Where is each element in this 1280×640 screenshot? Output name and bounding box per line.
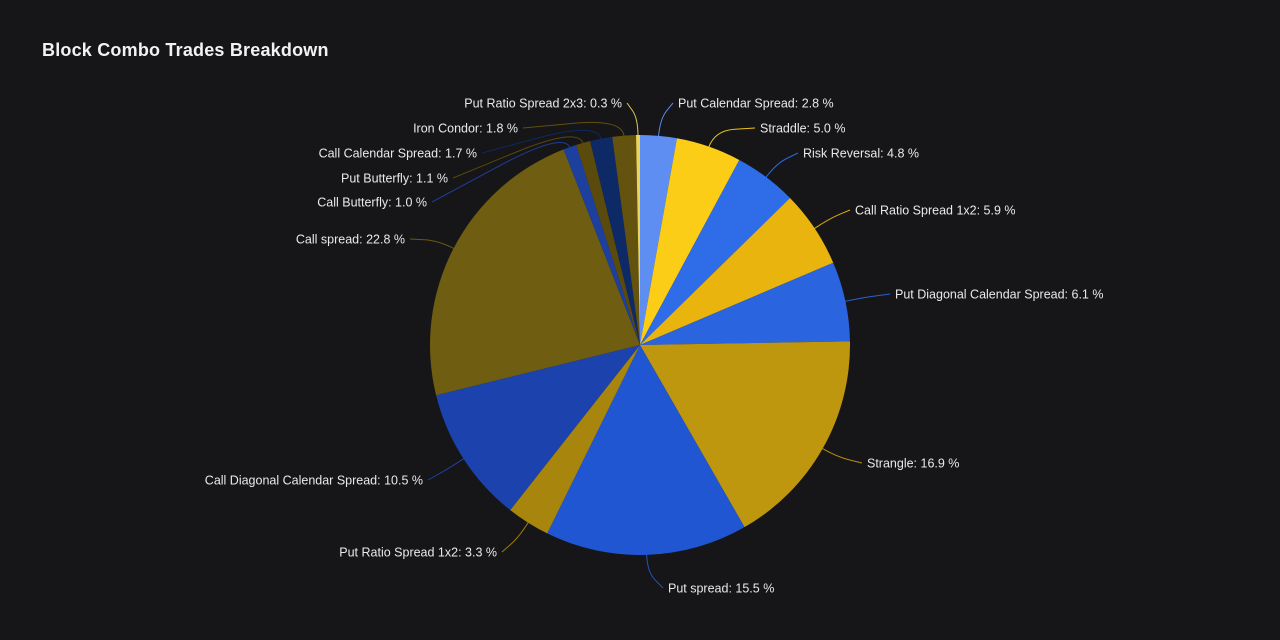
pie-slice-call-ratio-spread-1x2[interactable] — [640, 198, 834, 345]
pie-label-put-diagonal-calendar-spread: Put Diagonal Calendar Spread: 6.1 % — [895, 288, 1103, 302]
pie-leader-put-butterfly — [452, 136, 584, 179]
pie-slice-put-butterfly[interactable] — [576, 141, 640, 345]
pie-leader-call-diagonal-calendar-spread — [427, 457, 465, 481]
pie-leader-strangle — [821, 447, 863, 464]
pie-label-put-butterfly: Put Butterfly: 1.1 % — [341, 172, 448, 186]
pie-leader-straddle — [708, 127, 756, 148]
pie-slices — [430, 135, 851, 555]
pie-slice-put-ratio-spread-1x2[interactable] — [510, 345, 640, 534]
pie-leader-iron-condor — [522, 121, 625, 137]
pie-labels: Put Calendar Spread: 2.8 % Straddle: 5.0 … — [205, 97, 1104, 596]
pie-label-call-butterfly: Call Butterfly: 1.0 % — [317, 196, 427, 210]
pie-slice-risk-reversal[interactable] — [640, 159, 791, 345]
pie-label-straddle: Straddle: 5.0 % — [760, 122, 845, 136]
pie-label-strangle: Strangle: 16.9 % — [867, 457, 959, 471]
pie-slice-call-butterfly[interactable] — [563, 144, 640, 345]
pie-leader-lines — [409, 102, 891, 589]
pie-label-call-diagonal-calendar-spread: Call Diagonal Calendar Spread: 10.5 % — [205, 474, 423, 488]
pie-slice-iron-condor[interactable] — [612, 135, 640, 345]
pie-label-put-spread: Put spread: 15.5 % — [668, 582, 774, 596]
pie-slice-put-spread[interactable] — [547, 345, 745, 555]
pie-slice-call-spread[interactable] — [430, 149, 640, 396]
pie-label-iron-condor: Iron Condor: 1.8 % — [413, 122, 518, 136]
pie-slice-put-diagonal-calendar-spread[interactable] — [640, 262, 850, 345]
pie-leader-call-spread — [409, 238, 455, 250]
pie-slice-strangle[interactable] — [640, 341, 851, 528]
pie-leader-risk-reversal — [765, 152, 799, 179]
pie-leader-put-ratio-spread-2x3 — [626, 102, 639, 137]
pie-slice-call-diagonal-calendar-spread[interactable] — [436, 345, 640, 511]
pie-slice-put-calendar-spread[interactable] — [640, 135, 677, 345]
pie-label-call-calendar-spread: Call Calendar Spread: 1.7 % — [319, 147, 477, 161]
pie-leader-call-ratio-spread-1x2 — [813, 209, 851, 230]
pie-label-risk-reversal: Risk Reversal: 4.8 % — [803, 147, 919, 161]
pie-leader-put-diagonal-calendar-spread — [844, 293, 891, 302]
pie-leader-put-ratio-spread-1x2 — [501, 521, 530, 553]
pie-label-call-ratio-spread-1x2: Call Ratio Spread 1x2: 5.9 % — [855, 204, 1016, 218]
pie-slice-straddle[interactable] — [640, 138, 740, 345]
pie-slice-call-calendar-spread[interactable] — [590, 136, 640, 345]
pie-leader-call-calendar-spread — [481, 129, 602, 154]
pie-leader-call-butterfly — [431, 142, 571, 203]
pie-slice-put-ratio-spread-2x3[interactable] — [636, 135, 640, 345]
pie-label-call-spread: Call spread: 22.8 % — [296, 233, 405, 247]
pie-label-put-calendar-spread: Put Calendar Spread: 2.8 % — [678, 97, 834, 111]
chart-title: Block Combo Trades Breakdown — [42, 40, 329, 60]
pie-label-put-ratio-spread-1x2: Put Ratio Spread 1x2: 3.3 % — [339, 546, 497, 560]
pie-leader-put-spread — [646, 553, 664, 589]
pie-leader-put-calendar-spread — [657, 102, 674, 137]
pie-label-put-ratio-spread-2x3: Put Ratio Spread 2x3: 0.3 % — [464, 97, 622, 111]
